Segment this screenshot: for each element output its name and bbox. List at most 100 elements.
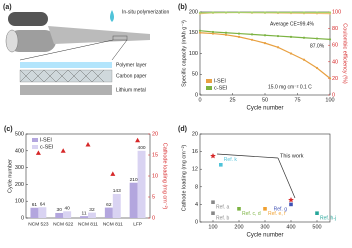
y2-tick-label: 10 <box>152 173 158 179</box>
y-tick-label: 0 <box>195 92 198 98</box>
point-label: Ref. b <box>216 216 230 222</box>
data-point <box>237 35 241 39</box>
y-tick-label: 200 <box>189 9 198 15</box>
data-point <box>302 11 306 14</box>
panel-label: (b) <box>178 4 187 11</box>
panel-a: (a) In-situ polymerization Polymer layer… <box>3 4 169 95</box>
point-label: Ref. e, f <box>268 211 286 217</box>
marker <box>60 148 66 153</box>
legend-label: c-SEI <box>40 144 54 150</box>
bar <box>30 207 39 218</box>
y2-tick-label: 60 <box>332 43 338 49</box>
data-point <box>276 46 280 49</box>
y-tick-label: 0 <box>21 215 24 221</box>
star-point <box>288 197 294 203</box>
marker <box>35 150 41 155</box>
point-label: Ref. a <box>216 205 230 211</box>
data-point <box>315 211 319 215</box>
data-point <box>263 207 267 211</box>
panel-label: (d) <box>178 126 187 133</box>
x-tick-label: LFP <box>133 221 142 227</box>
value-label: 61 <box>32 202 38 208</box>
y-tick-label: 200 <box>15 182 24 188</box>
sheet <box>48 26 150 44</box>
data-point <box>250 11 254 14</box>
bar <box>104 207 113 218</box>
bar <box>129 182 138 218</box>
legend-swatch <box>206 86 212 90</box>
x-tick-label: 500 <box>312 224 321 230</box>
legend-swatch <box>206 79 212 83</box>
x-tick-label: 300 <box>260 224 269 230</box>
data-point <box>219 163 223 167</box>
annotation: 87.0% <box>310 43 325 49</box>
data-point <box>211 30 215 34</box>
x-tick-label: 25 <box>229 97 235 103</box>
y2-tick-label: 0 <box>152 215 155 221</box>
y2-tick-label: 15 <box>152 152 158 158</box>
y2-tick-label: 20 <box>332 76 338 82</box>
x-tick-label: NCM 523 <box>28 221 49 227</box>
y-axis-label: Cycle number <box>7 159 13 193</box>
star-point <box>210 153 216 159</box>
y-tick-label: 150 <box>189 30 198 36</box>
y-tick-label: 20 <box>192 131 198 137</box>
data-point <box>315 11 319 14</box>
data-point <box>250 33 254 36</box>
x-axis-label: Cycle number <box>246 233 283 239</box>
data-point <box>302 36 306 39</box>
x-tick-label: 400 <box>286 224 295 230</box>
panel-label: (a) <box>3 4 12 11</box>
roller <box>8 30 56 52</box>
data-point <box>198 11 202 14</box>
label: Polymer layer <box>116 62 147 68</box>
lithium-metal <box>20 85 112 95</box>
x-tick-label: 100 <box>325 97 334 103</box>
droplet <box>110 10 114 22</box>
data-point <box>328 77 332 80</box>
data-point <box>250 38 254 41</box>
x-axis-label: Cycle number <box>246 106 283 112</box>
annotation: 15.0 mg cm⁻² 0.1 C <box>268 84 312 90</box>
y-tick-label: 100 <box>189 51 198 57</box>
data-point <box>211 32 215 35</box>
legend-label: l-SEI <box>40 137 52 143</box>
data-point <box>289 202 293 207</box>
y-tick-label: 500 <box>15 131 24 137</box>
y2-tick-label: 20 <box>152 131 158 137</box>
y-tick-label: 50 <box>192 72 198 78</box>
y2-axis-label: Cathode loading (mg cm⁻²) <box>162 143 168 210</box>
data-point <box>211 200 215 204</box>
data-point <box>276 11 280 14</box>
y-tick-label: 12 <box>192 167 198 173</box>
y2-axis-label: Coulombic efficiency (%) <box>342 23 348 84</box>
data-point <box>289 11 293 14</box>
data-point <box>198 31 202 34</box>
x-tick-label: NCM 811 <box>78 221 98 227</box>
marker <box>85 142 91 147</box>
label: Carbon paper <box>116 73 147 79</box>
legend-swatch <box>32 145 38 149</box>
fibers <box>19 69 105 83</box>
data-point <box>224 33 228 36</box>
arrow <box>216 153 279 159</box>
y-tick-label: 300 <box>15 165 24 171</box>
marker <box>110 171 116 176</box>
x-tick-label: 50 <box>262 97 268 103</box>
bar <box>112 193 121 218</box>
data-point <box>289 35 293 39</box>
bar <box>38 207 47 218</box>
point-label: Ref. k <box>224 157 238 163</box>
point-label: Ref. h-j <box>320 216 336 222</box>
y-tick-label: 0 <box>195 219 198 225</box>
x-tick-label: 75 <box>294 97 300 103</box>
data-point <box>328 38 332 41</box>
value-label: 40 <box>64 206 70 212</box>
value-label: 400 <box>138 145 146 151</box>
legend-label: c-SEI <box>214 85 228 91</box>
y-tick-label: 16 <box>192 149 198 155</box>
annotation: This work <box>280 153 304 159</box>
y2-tick-label: 0 <box>332 92 335 98</box>
value-label: 11 <box>82 210 87 216</box>
